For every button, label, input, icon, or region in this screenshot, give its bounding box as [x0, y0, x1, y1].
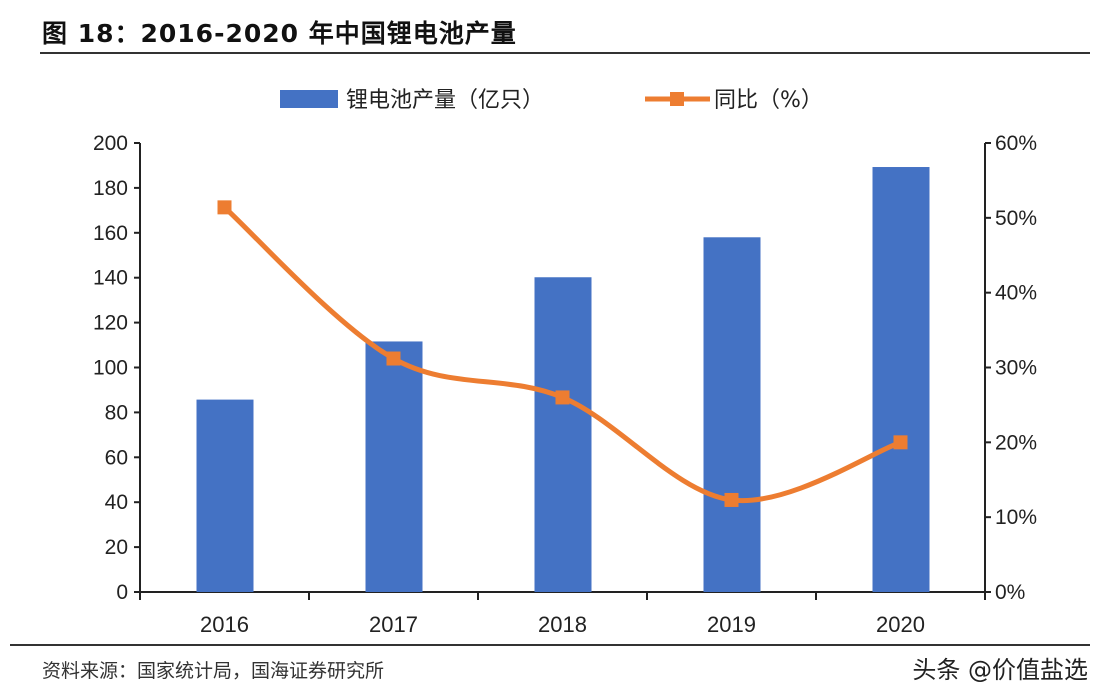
left-tick-label: 200 [93, 132, 128, 155]
left-tick-label: 40 [105, 491, 128, 514]
left-tick-label: 160 [93, 222, 128, 245]
right-tick-label: 50% [995, 207, 1037, 230]
x-tick-label: 2020 [876, 612, 925, 637]
left-tick-label: 180 [93, 177, 128, 200]
right-tick-label: 60% [995, 132, 1037, 155]
source-note: 资料来源：国家统计局，国海证券研究所 [42, 660, 385, 682]
yoy-marker-2017 [386, 351, 401, 366]
right-tick-label: 40% [995, 282, 1037, 305]
left-tick-label: 100 [93, 357, 128, 380]
right-tick-label: 10% [995, 506, 1037, 529]
footer-divider [10, 644, 1090, 646]
left-tick-label: 60 [105, 446, 128, 469]
x-tick-label: 2018 [538, 612, 587, 637]
left-tick-label: 0 [116, 581, 128, 604]
legend-bar-swatch [280, 90, 338, 108]
legend-bar-label: 锂电池产量（亿只） [346, 88, 544, 113]
right-tick-label: 0% [995, 581, 1025, 604]
left-tick-label: 20 [105, 536, 128, 559]
legend-line-label: 同比（%） [714, 88, 823, 113]
title-divider [40, 52, 1090, 54]
bar-2019 [703, 237, 761, 593]
x-tick-label: 2017 [369, 612, 418, 637]
watermark: 头条 @价值盐选 [912, 656, 1088, 684]
bar-2020 [872, 167, 930, 593]
bar-2017 [365, 341, 423, 592]
legend-line-marker [670, 92, 684, 106]
left-tick-label: 140 [93, 267, 128, 290]
bar-2018 [534, 277, 592, 592]
x-tick-label: 2019 [707, 612, 756, 637]
right-tick-label: 30% [995, 357, 1037, 380]
yoy-marker-2018 [555, 390, 570, 405]
yoy-marker-2020 [893, 435, 908, 450]
x-tick-label: 2016 [200, 612, 249, 637]
bar-2016 [196, 399, 254, 592]
chart-title: 图 18：2016-2020 年中国锂电池产量 [42, 19, 517, 48]
yoy-marker-2019 [724, 492, 739, 507]
right-tick-label: 20% [995, 431, 1037, 454]
left-tick-label: 80 [105, 401, 128, 424]
left-tick-label: 120 [93, 312, 128, 335]
yoy-marker-2016 [217, 200, 232, 215]
